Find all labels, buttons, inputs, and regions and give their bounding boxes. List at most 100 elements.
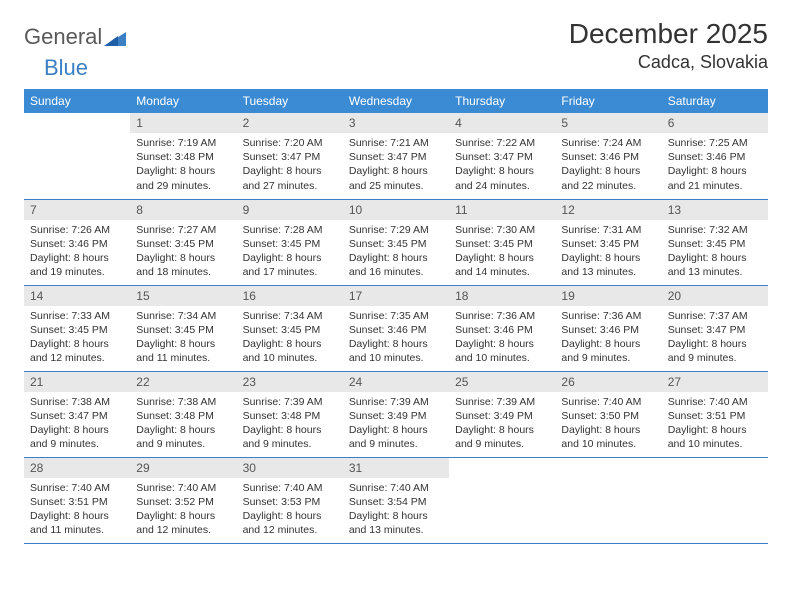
week-row: 21Sunrise: 7:38 AMSunset: 3:47 PMDayligh… bbox=[24, 371, 768, 457]
week-row: 1Sunrise: 7:19 AMSunset: 3:48 PMDaylight… bbox=[24, 113, 768, 199]
day-cell: 18Sunrise: 7:36 AMSunset: 3:46 PMDayligh… bbox=[449, 285, 555, 371]
day-number: 29 bbox=[130, 458, 236, 478]
brand-part1: General bbox=[24, 24, 102, 50]
day-cell: 31Sunrise: 7:40 AMSunset: 3:54 PMDayligh… bbox=[343, 457, 449, 543]
day-number: 11 bbox=[449, 200, 555, 220]
day-number: 12 bbox=[555, 200, 661, 220]
day-number: 30 bbox=[237, 458, 343, 478]
day-cell: 24Sunrise: 7:39 AMSunset: 3:49 PMDayligh… bbox=[343, 371, 449, 457]
day-cell: 20Sunrise: 7:37 AMSunset: 3:47 PMDayligh… bbox=[662, 285, 768, 371]
day-details: Sunrise: 7:39 AMSunset: 3:49 PMDaylight:… bbox=[449, 392, 555, 456]
day-details: Sunrise: 7:22 AMSunset: 3:47 PMDaylight:… bbox=[449, 133, 555, 197]
month-title: December 2025 bbox=[569, 18, 768, 50]
day-number: 21 bbox=[24, 372, 130, 392]
day-number: 5 bbox=[555, 113, 661, 133]
dow-header: Thursday bbox=[449, 89, 555, 113]
day-details: Sunrise: 7:40 AMSunset: 3:51 PMDaylight:… bbox=[662, 392, 768, 456]
day-number: 4 bbox=[449, 113, 555, 133]
day-details: Sunrise: 7:40 AMSunset: 3:54 PMDaylight:… bbox=[343, 478, 449, 542]
day-cell: 1Sunrise: 7:19 AMSunset: 3:48 PMDaylight… bbox=[130, 113, 236, 199]
day-details: Sunrise: 7:36 AMSunset: 3:46 PMDaylight:… bbox=[449, 306, 555, 370]
day-details: Sunrise: 7:21 AMSunset: 3:47 PMDaylight:… bbox=[343, 133, 449, 197]
day-details: Sunrise: 7:40 AMSunset: 3:53 PMDaylight:… bbox=[237, 478, 343, 542]
day-details: Sunrise: 7:39 AMSunset: 3:48 PMDaylight:… bbox=[237, 392, 343, 456]
day-details: Sunrise: 7:40 AMSunset: 3:51 PMDaylight:… bbox=[24, 478, 130, 542]
day-number: 18 bbox=[449, 286, 555, 306]
brand-part2: Blue bbox=[44, 55, 88, 80]
brand-mark-icon bbox=[104, 28, 126, 46]
day-cell bbox=[24, 113, 130, 199]
day-cell: 6Sunrise: 7:25 AMSunset: 3:46 PMDaylight… bbox=[662, 113, 768, 199]
week-row: 28Sunrise: 7:40 AMSunset: 3:51 PMDayligh… bbox=[24, 457, 768, 543]
day-cell: 4Sunrise: 7:22 AMSunset: 3:47 PMDaylight… bbox=[449, 113, 555, 199]
day-cell: 14Sunrise: 7:33 AMSunset: 3:45 PMDayligh… bbox=[24, 285, 130, 371]
day-cell: 29Sunrise: 7:40 AMSunset: 3:52 PMDayligh… bbox=[130, 457, 236, 543]
brand-logo: General bbox=[24, 18, 128, 50]
day-number: 16 bbox=[237, 286, 343, 306]
week-row: 7Sunrise: 7:26 AMSunset: 3:46 PMDaylight… bbox=[24, 199, 768, 285]
day-cell: 26Sunrise: 7:40 AMSunset: 3:50 PMDayligh… bbox=[555, 371, 661, 457]
day-cell: 10Sunrise: 7:29 AMSunset: 3:45 PMDayligh… bbox=[343, 199, 449, 285]
calendar-table: Sunday Monday Tuesday Wednesday Thursday… bbox=[24, 89, 768, 544]
day-number: 7 bbox=[24, 200, 130, 220]
day-number: 23 bbox=[237, 372, 343, 392]
day-details: Sunrise: 7:40 AMSunset: 3:50 PMDaylight:… bbox=[555, 392, 661, 456]
day-details: Sunrise: 7:31 AMSunset: 3:45 PMDaylight:… bbox=[555, 220, 661, 284]
day-details: Sunrise: 7:26 AMSunset: 3:46 PMDaylight:… bbox=[24, 220, 130, 284]
calendar-body: 1Sunrise: 7:19 AMSunset: 3:48 PMDaylight… bbox=[24, 113, 768, 543]
day-number: 26 bbox=[555, 372, 661, 392]
day-number: 8 bbox=[130, 200, 236, 220]
day-number: 3 bbox=[343, 113, 449, 133]
dow-header: Sunday bbox=[24, 89, 130, 113]
day-details: Sunrise: 7:38 AMSunset: 3:48 PMDaylight:… bbox=[130, 392, 236, 456]
day-cell: 27Sunrise: 7:40 AMSunset: 3:51 PMDayligh… bbox=[662, 371, 768, 457]
day-of-week-row: Sunday Monday Tuesday Wednesday Thursday… bbox=[24, 89, 768, 113]
day-number: 15 bbox=[130, 286, 236, 306]
day-cell: 21Sunrise: 7:38 AMSunset: 3:47 PMDayligh… bbox=[24, 371, 130, 457]
day-number: 25 bbox=[449, 372, 555, 392]
day-number: 22 bbox=[130, 372, 236, 392]
day-cell bbox=[449, 457, 555, 543]
day-details: Sunrise: 7:29 AMSunset: 3:45 PMDaylight:… bbox=[343, 220, 449, 284]
dow-header: Monday bbox=[130, 89, 236, 113]
day-number: 10 bbox=[343, 200, 449, 220]
day-details: Sunrise: 7:20 AMSunset: 3:47 PMDaylight:… bbox=[237, 133, 343, 197]
day-details: Sunrise: 7:40 AMSunset: 3:52 PMDaylight:… bbox=[130, 478, 236, 542]
day-cell: 17Sunrise: 7:35 AMSunset: 3:46 PMDayligh… bbox=[343, 285, 449, 371]
day-number: 28 bbox=[24, 458, 130, 478]
day-cell bbox=[555, 457, 661, 543]
day-details: Sunrise: 7:28 AMSunset: 3:45 PMDaylight:… bbox=[237, 220, 343, 284]
day-details: Sunrise: 7:30 AMSunset: 3:45 PMDaylight:… bbox=[449, 220, 555, 284]
dow-header: Tuesday bbox=[237, 89, 343, 113]
day-number: 9 bbox=[237, 200, 343, 220]
day-cell: 13Sunrise: 7:32 AMSunset: 3:45 PMDayligh… bbox=[662, 199, 768, 285]
day-cell: 2Sunrise: 7:20 AMSunset: 3:47 PMDaylight… bbox=[237, 113, 343, 199]
day-details: Sunrise: 7:33 AMSunset: 3:45 PMDaylight:… bbox=[24, 306, 130, 370]
day-details: Sunrise: 7:36 AMSunset: 3:46 PMDaylight:… bbox=[555, 306, 661, 370]
day-cell bbox=[662, 457, 768, 543]
day-number: 17 bbox=[343, 286, 449, 306]
day-details: Sunrise: 7:34 AMSunset: 3:45 PMDaylight:… bbox=[130, 306, 236, 370]
day-cell: 3Sunrise: 7:21 AMSunset: 3:47 PMDaylight… bbox=[343, 113, 449, 199]
day-number: 19 bbox=[555, 286, 661, 306]
day-number: 27 bbox=[662, 372, 768, 392]
day-details: Sunrise: 7:24 AMSunset: 3:46 PMDaylight:… bbox=[555, 133, 661, 197]
day-details: Sunrise: 7:25 AMSunset: 3:46 PMDaylight:… bbox=[662, 133, 768, 197]
day-cell: 16Sunrise: 7:34 AMSunset: 3:45 PMDayligh… bbox=[237, 285, 343, 371]
day-details: Sunrise: 7:39 AMSunset: 3:49 PMDaylight:… bbox=[343, 392, 449, 456]
week-row: 14Sunrise: 7:33 AMSunset: 3:45 PMDayligh… bbox=[24, 285, 768, 371]
day-number: 20 bbox=[662, 286, 768, 306]
day-number: 6 bbox=[662, 113, 768, 133]
day-cell: 22Sunrise: 7:38 AMSunset: 3:48 PMDayligh… bbox=[130, 371, 236, 457]
day-cell: 30Sunrise: 7:40 AMSunset: 3:53 PMDayligh… bbox=[237, 457, 343, 543]
day-details: Sunrise: 7:35 AMSunset: 3:46 PMDaylight:… bbox=[343, 306, 449, 370]
day-cell: 5Sunrise: 7:24 AMSunset: 3:46 PMDaylight… bbox=[555, 113, 661, 199]
day-cell: 25Sunrise: 7:39 AMSunset: 3:49 PMDayligh… bbox=[449, 371, 555, 457]
dow-header: Friday bbox=[555, 89, 661, 113]
day-cell: 7Sunrise: 7:26 AMSunset: 3:46 PMDaylight… bbox=[24, 199, 130, 285]
dow-header: Wednesday bbox=[343, 89, 449, 113]
day-cell: 8Sunrise: 7:27 AMSunset: 3:45 PMDaylight… bbox=[130, 199, 236, 285]
dow-header: Saturday bbox=[662, 89, 768, 113]
day-cell: 28Sunrise: 7:40 AMSunset: 3:51 PMDayligh… bbox=[24, 457, 130, 543]
day-number: 14 bbox=[24, 286, 130, 306]
